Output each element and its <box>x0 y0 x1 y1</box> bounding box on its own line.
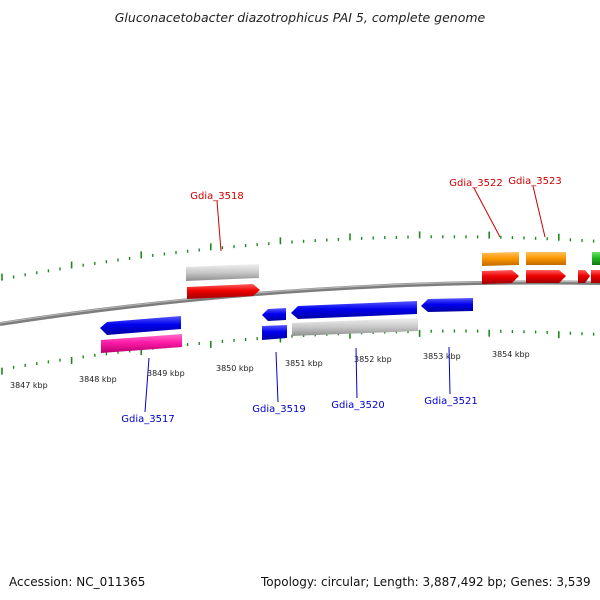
accession-info: Accession: NC_011365 <box>9 575 145 589</box>
leader-lines <box>144 185 546 413</box>
gene-label-3519[interactable]: Gdia_3519 <box>252 404 305 415</box>
scale-label-3850: 3850 kbp <box>216 364 254 373</box>
scale-label-3852: 3852 kbp <box>354 355 392 364</box>
reverse-strand-genes <box>100 298 473 353</box>
gene-label-3522[interactable]: Gdia_3522 <box>449 178 502 189</box>
gene-3523-orange[interactable] <box>526 252 566 265</box>
gene-3517-arrow[interactable] <box>100 316 181 335</box>
gene-label-3518[interactable]: Gdia_3518 <box>190 191 243 202</box>
topology-label: Topology: <box>261 575 318 589</box>
gene-3520-grey[interactable] <box>292 318 418 336</box>
gene-3519-arrow-top[interactable] <box>262 308 286 321</box>
outer-tick-ring <box>1 231 595 281</box>
scale-label-3848: 3848 kbp <box>79 375 117 384</box>
scale-label-3851: 3851 kbp <box>285 359 323 368</box>
topology-value: circular <box>320 575 366 589</box>
gene-3521-arrow[interactable] <box>421 298 473 312</box>
gene-labels: Gdia_3518 Gdia_3522 Gdia_3523 Gdia_3517 … <box>121 176 561 425</box>
forward-strand-genes <box>186 252 600 299</box>
gene-3518-arrow[interactable] <box>187 284 260 299</box>
gene-label-3521[interactable]: Gdia_3521 <box>424 396 477 407</box>
length-label: Length: <box>373 575 419 589</box>
genome-stats: Topology: circular; Length: 3,887,492 bp… <box>261 575 591 589</box>
gene-label-3517[interactable]: Gdia_3517 <box>121 414 174 425</box>
gene-label-3523[interactable]: Gdia_3523 <box>508 176 561 187</box>
accession-label: Accession: <box>9 575 73 589</box>
genes-value: 3,539 <box>556 575 591 589</box>
gene-partial-arrow-edge[interactable] <box>591 270 600 283</box>
gene-partial-arrow-small[interactable] <box>578 270 590 283</box>
genome-title: Gluconacetobacter diazotrophicus PAI 5, … <box>114 10 486 25</box>
scale-label-3853: 3853 kbp <box>423 352 461 361</box>
scale-label-3854: 3854 kbp <box>492 350 530 359</box>
genome-backbone <box>0 280 600 326</box>
gene-label-3520[interactable]: Gdia_3520 <box>331 400 384 411</box>
gene-3522-arrow[interactable] <box>482 270 519 284</box>
scale-labels: 3847 kbp 3848 kbp 3849 kbp 3850 kbp 3851… <box>10 350 530 390</box>
scale-label-3847: 3847 kbp <box>10 381 48 390</box>
gene-3517-pink[interactable] <box>101 334 182 353</box>
length-value: 3,887,492 bp <box>422 575 503 589</box>
scale-label-3849: 3849 kbp <box>147 369 185 378</box>
gene-3519-box[interactable] <box>262 325 287 340</box>
accession-value: NC_011365 <box>76 575 146 589</box>
gene-partial-green[interactable] <box>592 252 600 265</box>
genes-label: Genes: <box>510 575 553 589</box>
gene-3520-arrow[interactable] <box>291 301 417 319</box>
gene-3518-grey[interactable] <box>186 264 259 281</box>
gene-3523-arrow[interactable] <box>526 270 566 283</box>
gene-3522-orange[interactable] <box>482 252 519 266</box>
